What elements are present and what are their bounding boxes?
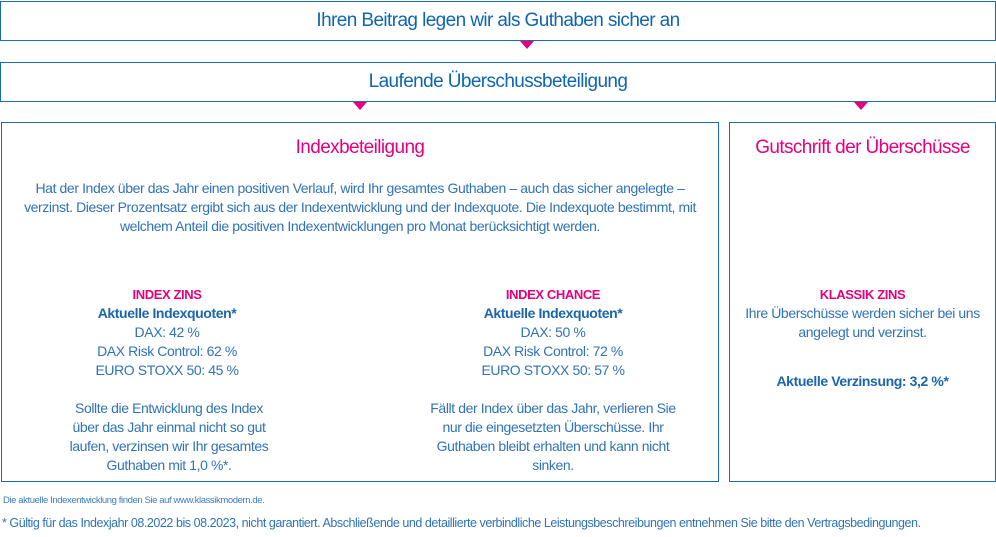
index-chance-name: INDEX CHANCE — [505, 287, 601, 302]
gutschrift-box: Gutschrift der Überschüsse KLASSIK ZINS … — [729, 122, 996, 482]
index-zins-note: Sollte die Entwicklung des Index über da… — [69, 400, 269, 473]
klassik-name: KLASSIK ZINS — [819, 287, 906, 302]
quote: DAX: 42 % — [134, 324, 200, 340]
header-title: Ihren Beitrag legen wir als Guthaben sic… — [316, 10, 680, 31]
quote: DAX: 50 % — [520, 324, 586, 340]
index-zins-block: INDEX ZINS Aktuelle Indexquoten* DAX: 42… — [42, 285, 292, 380]
index-chance-label: Aktuelle Indexquoten* — [483, 305, 623, 321]
quote: EURO STOXX 50: 57 % — [481, 362, 625, 378]
index-chance-block: INDEX CHANCE Aktuelle Indexquoten* DAX: … — [428, 285, 678, 380]
header-box: Ihren Beitrag legen wir als Guthaben sic… — [0, 1, 996, 41]
index-zins-label: Aktuelle Indexquoten* — [97, 305, 237, 321]
footer-disclaimer: * Gültig für das Indexjahr 08.2022 bis 0… — [2, 516, 921, 530]
index-chance-note: Fällt der Index über das Jahr, verlieren… — [430, 400, 676, 473]
quote: EURO STOXX 50: 45 % — [95, 362, 239, 378]
arrow-down-icon — [520, 41, 534, 49]
footer-link-note: Die aktuelle Indexentwicklung finden Sie… — [3, 495, 265, 506]
subheader-title: Laufende Überschussbeteiligung — [368, 71, 628, 92]
index-zins-name: INDEX ZINS — [132, 287, 202, 302]
index-title: Indexbeteiligung — [295, 137, 425, 158]
arrow-down-icon — [854, 102, 868, 110]
index-box: Indexbeteiligung Hat der Index über das … — [1, 122, 719, 482]
quote: DAX Risk Control: 72 % — [483, 343, 623, 359]
gutschrift-title: Gutschrift der Überschüsse — [755, 137, 970, 158]
klassik-block: KLASSIK ZINS Ihre Überschüsse werden sic… — [736, 285, 989, 391]
klassik-rate: Aktuelle Verzinsung: 3,2 %* — [776, 373, 949, 389]
index-intro: Hat der Index über das Jahr einen positi… — [24, 180, 696, 234]
klassik-text: Ihre Überschüsse werden sicher bei uns a… — [745, 305, 980, 340]
quote: DAX Risk Control: 62 % — [97, 343, 237, 359]
arrow-down-icon — [353, 102, 367, 110]
subheader-box: Laufende Überschussbeteiligung — [0, 62, 996, 102]
